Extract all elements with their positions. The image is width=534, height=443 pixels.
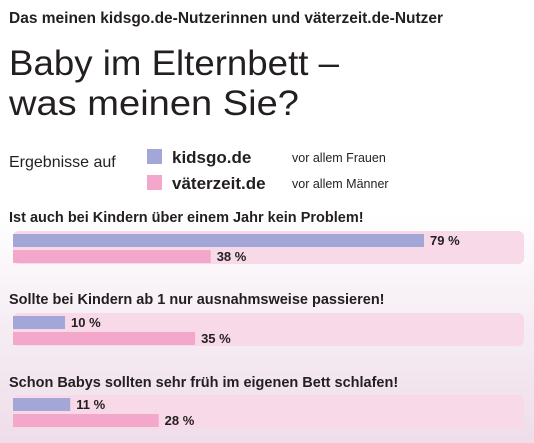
legend-note-0: vor allem Frauen <box>292 151 386 165</box>
data-label-0-2: 11 % <box>76 397 105 412</box>
bar-0-1 <box>13 316 66 329</box>
legend-label-1: väterzeit.de <box>172 174 266 193</box>
data-label-1-0: 38 % <box>217 249 247 264</box>
data-label-0-0: 79 % <box>430 233 460 248</box>
data-label-1-2: 28 % <box>165 413 195 428</box>
legend-swatch-0 <box>147 149 162 164</box>
headline: Das meinen kidsgo.de-Nutzerinnen und vät… <box>9 10 443 27</box>
legend-intro: Ergebnisse auf <box>9 154 116 171</box>
legend-swatch-1 <box>147 175 162 190</box>
bar-0-2 <box>13 398 71 411</box>
bar-0-0 <box>13 234 424 247</box>
question-label-0: Ist auch bei Kindern über einem Jahr kei… <box>9 210 364 226</box>
data-label-0-1: 10 % <box>71 315 101 330</box>
title-line-2: was meinen Sie? <box>8 84 299 123</box>
bar-1-2 <box>13 414 159 427</box>
legend-note-1: vor allem Männer <box>292 177 389 191</box>
legend-label-0: kidsgo.de <box>172 148 251 167</box>
title-line-1: Baby im Elternbett – <box>9 44 340 83</box>
question-label-2: Schon Babys sollten sehr früh im eigenen… <box>9 375 398 391</box>
question-label-1: Sollte bei Kindern ab 1 nur ausnahmsweis… <box>9 292 385 308</box>
bar-1-1 <box>13 332 196 345</box>
data-label-1-1: 35 % <box>201 331 231 346</box>
bar-1-0 <box>13 250 211 263</box>
